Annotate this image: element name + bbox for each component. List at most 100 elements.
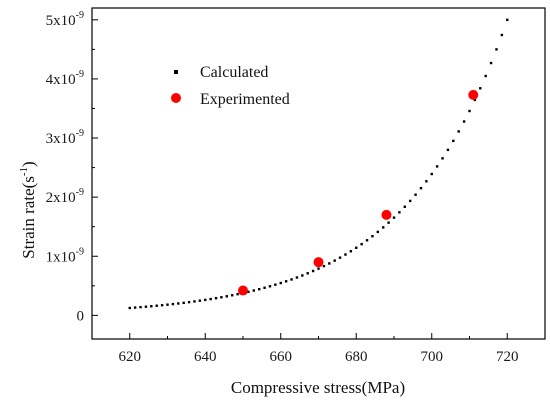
legend-marker-experimented <box>171 93 181 103</box>
calculated-point <box>263 286 266 289</box>
legend-label-experimented: Experimented <box>200 91 290 108</box>
calculated-point <box>317 267 320 270</box>
calculated-point <box>301 274 304 277</box>
y-tick-label: 2x10-9 <box>46 187 84 206</box>
calculated-point <box>279 281 282 285</box>
calculated-point <box>177 302 180 305</box>
calculated-point <box>506 18 509 22</box>
y-axis-title: Strain rate(s-1) <box>18 161 38 258</box>
calculated-point <box>338 256 342 259</box>
calculated-point <box>247 290 250 294</box>
y-axis-title-main: Strain rate(s <box>19 176 38 259</box>
calculated-point <box>128 306 131 310</box>
calculated-point <box>446 148 450 152</box>
series-calculated <box>128 18 509 310</box>
calculated-point <box>322 264 326 268</box>
calculated-point <box>139 305 142 309</box>
calculated-point <box>371 235 374 238</box>
calculated-point <box>376 230 380 234</box>
x-tick-label: 620 <box>119 349 142 365</box>
calculated-point <box>236 292 239 296</box>
y-tick-label: 3x10-9 <box>46 128 84 147</box>
legend-label-calculated: Calculated <box>200 64 268 81</box>
calculated-point <box>495 48 498 51</box>
calculated-point <box>387 221 390 224</box>
calculated-point <box>408 199 412 203</box>
calculated-point <box>209 297 212 301</box>
calculated-point <box>398 211 401 214</box>
calculated-point <box>257 287 261 291</box>
legend: Calculated Experimented <box>171 64 290 108</box>
y-axis-title-superscript: -1 <box>18 167 30 176</box>
calculated-point <box>414 193 417 196</box>
calculated-point <box>441 157 444 160</box>
x-tick-label: 700 <box>421 349 444 365</box>
x-axis-ticks: 620 640 660 680 700 720 <box>119 333 519 365</box>
calculated-point <box>349 250 353 253</box>
calculated-point <box>193 300 196 303</box>
calculated-point <box>333 259 336 262</box>
legend-marker-calculated <box>174 70 178 74</box>
calculated-point <box>479 87 482 90</box>
experimented-point <box>313 257 324 268</box>
x-tick-label: 720 <box>496 349 519 365</box>
calculated-point <box>204 298 207 302</box>
calculated-point <box>360 242 363 246</box>
calculated-point <box>295 276 299 279</box>
y-tick-label: 4x10-9 <box>46 69 84 88</box>
calculated-point <box>462 120 466 123</box>
x-tick-label: 640 <box>194 349 217 365</box>
calculated-point <box>452 139 455 143</box>
y-axis-ticks: 0 1x10-9 2x10-9 3x10-9 4x10-9 5x10-9 <box>46 10 98 324</box>
calculated-point <box>225 295 229 298</box>
calculated-point <box>457 130 460 133</box>
calculated-point <box>355 246 358 249</box>
calculated-point <box>473 98 477 102</box>
calculated-point <box>231 294 234 297</box>
y-tick-label: 1x10-9 <box>46 246 84 265</box>
x-tick-label: 680 <box>345 349 368 365</box>
calculated-point <box>290 278 293 281</box>
calculated-point <box>328 262 331 265</box>
series-experimented <box>238 89 479 296</box>
experimented-point <box>468 89 479 100</box>
calculated-point <box>435 165 439 168</box>
calculated-point <box>500 33 504 37</box>
experimented-point <box>238 285 248 296</box>
calculated-point <box>160 304 164 307</box>
plot-frame <box>91 7 546 340</box>
calculated-point <box>419 186 423 190</box>
calculated-point <box>382 226 385 229</box>
calculated-point <box>155 304 158 307</box>
calculated-point <box>306 272 309 275</box>
y-tick-label: 0 <box>77 308 85 324</box>
calculated-point <box>489 61 493 65</box>
calculated-point <box>403 205 406 208</box>
calculated-point <box>198 299 202 302</box>
calculated-point <box>274 283 277 286</box>
x-axis-title: Compressive stress(MPa) <box>231 378 405 397</box>
calculated-point <box>484 74 487 78</box>
y-tick-label: 5x10-9 <box>46 10 84 29</box>
calculated-point <box>182 301 185 305</box>
calculated-point <box>284 280 288 283</box>
calculated-point <box>425 180 428 183</box>
calculated-point <box>150 305 153 308</box>
calculated-point <box>468 109 471 113</box>
calculated-point <box>133 306 137 309</box>
calculated-point <box>166 303 169 306</box>
calculated-point <box>430 172 433 176</box>
calculated-point <box>365 239 369 242</box>
calculated-point <box>220 296 223 299</box>
calculated-point <box>344 253 347 256</box>
experimented-point <box>381 209 392 220</box>
calculated-point <box>311 269 315 273</box>
calculated-point <box>214 296 218 300</box>
calculated-point <box>392 216 396 219</box>
y-axis-title-close: ) <box>19 161 38 167</box>
calculated-point <box>171 302 175 306</box>
calculated-point <box>268 285 272 288</box>
calculated-point <box>144 305 148 308</box>
